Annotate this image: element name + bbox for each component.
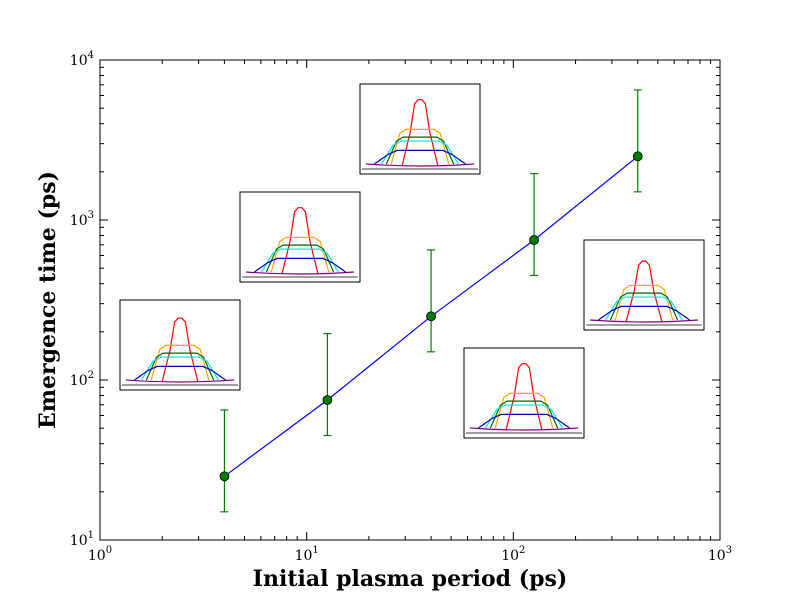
inset-plots	[119, 83, 705, 439]
inset-profile-curve	[605, 296, 683, 321]
y-tick-label: 102	[70, 370, 94, 389]
data-point	[322, 395, 333, 405]
inset-2	[239, 191, 361, 283]
inset-profile-curve	[261, 248, 339, 273]
inset-profile-curve	[625, 260, 663, 323]
inset-profile-curve	[125, 379, 235, 383]
y-tick-label: 104	[70, 50, 94, 69]
inset-profile-curve	[485, 404, 563, 429]
inset-profile-curve	[489, 400, 559, 429]
inset-profile-curve	[270, 236, 330, 273]
data-point	[426, 311, 436, 322]
inset-profile-curve	[281, 207, 319, 275]
inset-profile-curve	[265, 244, 335, 273]
data-point	[529, 235, 539, 245]
inset-profile-curve	[150, 344, 210, 381]
inset-1	[119, 299, 241, 391]
inset-profile-curve	[401, 99, 439, 167]
data-point	[632, 151, 643, 162]
inset-profile-curve	[145, 352, 215, 381]
inset-3	[359, 83, 481, 175]
y-tick-label: 103	[70, 210, 94, 229]
inset-profile-curve	[365, 163, 475, 167]
x-tick-label: 103	[708, 545, 732, 564]
inset-profile-curve	[609, 292, 679, 321]
x-tick-label: 102	[501, 545, 525, 564]
data-series	[219, 89, 643, 513]
inset-profile-curve	[374, 149, 466, 165]
inset-profile-curve	[134, 365, 226, 381]
inset-profile-curve	[390, 128, 450, 165]
inset-profile-curve	[494, 392, 554, 429]
y-tick-label: 101	[70, 530, 94, 549]
inset-profile-curve	[385, 136, 455, 165]
data-point	[219, 471, 230, 482]
inset-profile-curve	[478, 413, 570, 429]
inset-profile-curve	[469, 427, 579, 431]
inset-profile-curve	[505, 363, 543, 431]
x-tick-label: 100	[88, 545, 112, 564]
inset-profile-curve	[614, 284, 674, 321]
inset-profile-curve	[589, 319, 699, 323]
inset-profile-curve	[141, 356, 219, 381]
inset-5	[463, 347, 585, 439]
inset-profile-curve	[381, 140, 459, 165]
inset-4	[583, 239, 705, 331]
inset-profile-curve	[245, 271, 355, 275]
inset-profile-curve	[254, 257, 346, 273]
x-tick-label: 101	[295, 545, 319, 564]
y-axis-label: Emergence time (ps)	[35, 171, 61, 429]
x-axis-label: Initial plasma period (ps)	[253, 566, 568, 592]
plot-frame	[99, 59, 721, 541]
inset-profile-curve	[598, 305, 690, 321]
